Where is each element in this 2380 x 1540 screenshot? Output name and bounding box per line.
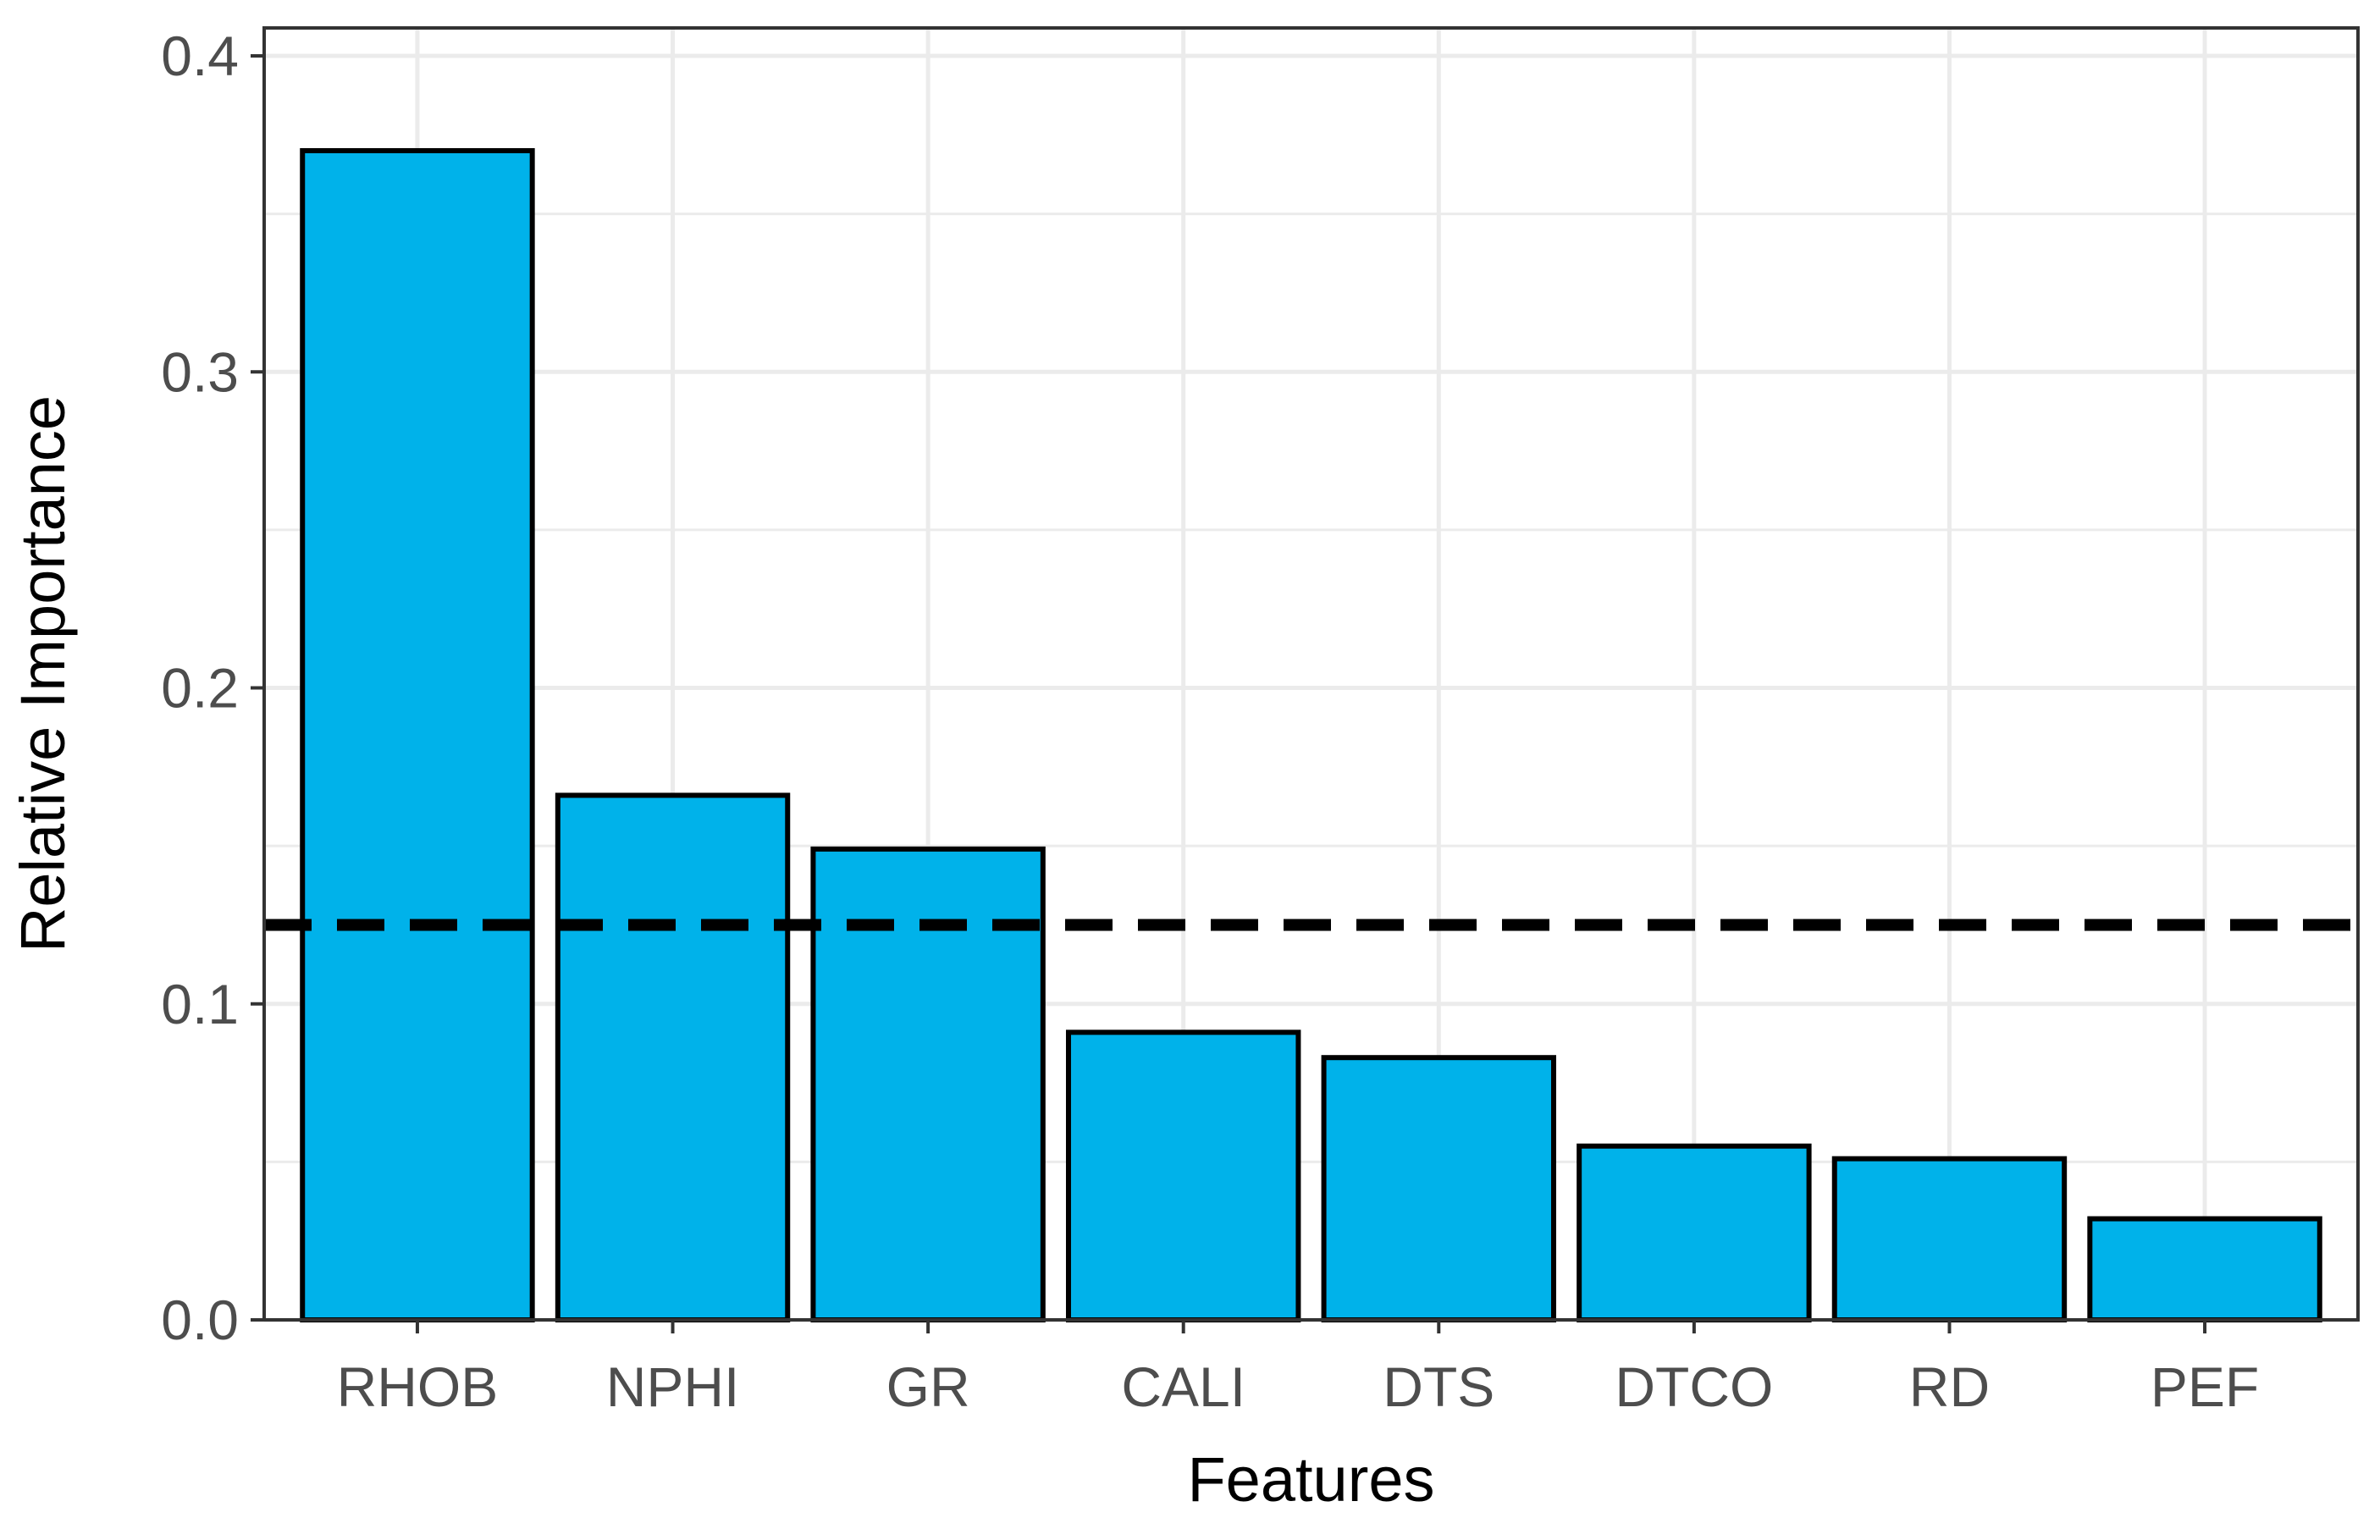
y-tick-label: 0.3	[161, 340, 239, 403]
x-axis-title: Features	[1187, 1444, 1434, 1515]
bar-nphi	[555, 792, 791, 1322]
bar-pef	[2087, 1216, 2322, 1323]
y-tick-label: 0.2	[161, 657, 239, 720]
panel-border	[262, 26, 2360, 1322]
x-tick-label: DTS	[1383, 1355, 1494, 1418]
x-axis-ticks: RHOB NPHI GR CALI DTS DTCO RD PEF	[337, 1320, 2259, 1418]
bar-cali	[1065, 1029, 1301, 1323]
y-axis-title: Relative Importance	[8, 395, 78, 952]
y-tick-label: 0.4	[161, 25, 239, 87]
x-tick-label: RHOB	[337, 1355, 499, 1418]
y-tick-label: 0.0	[161, 1289, 239, 1351]
x-tick-label: GR	[886, 1355, 970, 1418]
bar-rd	[1831, 1156, 2068, 1322]
x-tick-label: PEF	[2151, 1355, 2259, 1418]
y-axis-ticks: 0.0 0.1 0.2 0.3 0.4	[161, 25, 264, 1351]
bar-rhob	[300, 147, 535, 1323]
x-tick-label: DTCO	[1615, 1355, 1773, 1418]
x-tick-label: RD	[1909, 1355, 1990, 1418]
x-tick-label: NPHI	[606, 1355, 740, 1418]
x-tick-label: CALI	[1121, 1355, 1245, 1418]
bar-dtco	[1577, 1143, 1812, 1323]
bar-dts	[1321, 1055, 1557, 1322]
y-tick-label: 0.1	[161, 973, 239, 1035]
